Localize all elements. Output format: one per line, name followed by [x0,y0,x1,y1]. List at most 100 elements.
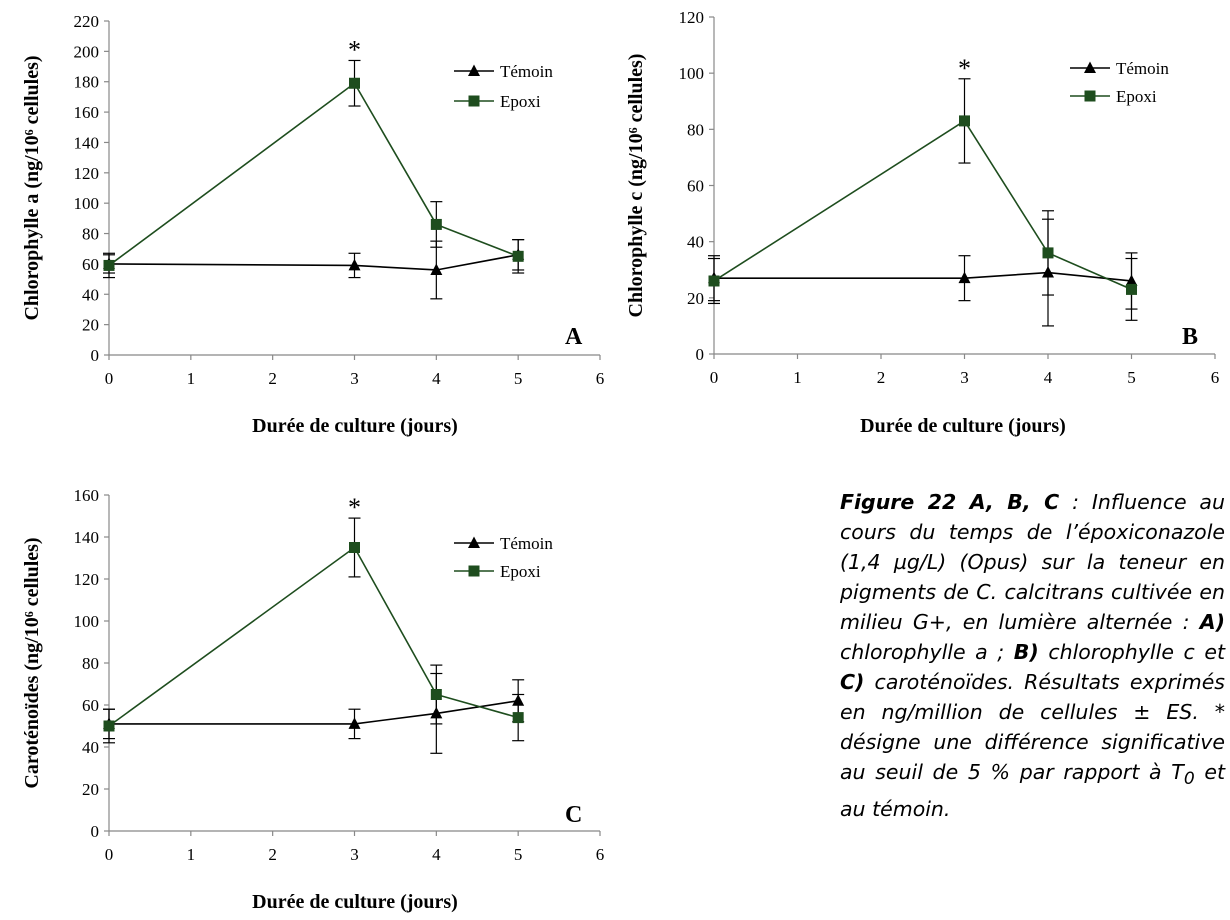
legend-entry: Epoxi [454,562,541,581]
data-point [349,542,360,553]
legend-marker [468,95,480,107]
y-tick-label: 60 [82,255,99,274]
y-tick-label: 180 [74,73,100,92]
data-point [959,115,970,127]
x-tick-label: 6 [1211,368,1220,387]
legend-label: Epoxi [500,562,541,581]
x-tick-label: 4 [432,845,441,864]
caption-label-b: B) [1013,640,1039,664]
legend-label: Témoin [500,534,553,553]
data-point [103,259,115,271]
x-tick-label: 0 [105,369,114,388]
series-temoin [708,218,1138,327]
caption-text-2: chlorophylle a ; [840,640,1014,664]
series-line [109,700,519,725]
y-tick-label: 60 [82,696,99,715]
y-tick-label: 0 [91,822,100,841]
legend-entry: Epoxi [1070,87,1157,106]
series-line [714,271,1132,282]
y-tick-label: 0 [696,345,705,364]
series-epoxi [103,59,525,279]
x-tick-label: 6 [596,845,605,864]
y-tick-label: 120 [679,8,705,27]
caption-lead: Figure 22 A, B, C [840,490,1060,514]
y-tick-label: 100 [679,64,705,83]
x-tick-label: 2 [877,368,886,387]
x-tick-label: 3 [350,845,359,864]
series-line [108,546,519,727]
legend-label: Témoin [1116,59,1169,78]
y-tick-label: 40 [82,738,99,757]
x-axis-title: Durée de culture (jours) [252,415,458,437]
x-tick-label: 2 [268,369,277,388]
x-tick-label: 3 [960,368,969,387]
y-tick-label: 40 [82,285,99,304]
legend-marker [1084,61,1096,73]
x-tick-label: 1 [187,369,196,388]
figure-caption: Figure 22 A, B, C : Influence au cours d… [840,487,1225,824]
data-point [512,250,524,262]
y-tick-label: 40 [687,233,704,252]
x-tick-label: 5 [514,369,523,388]
y-tick-label: 20 [82,316,99,335]
data-point [430,263,443,275]
y-tick-label: 80 [82,225,99,244]
y-tick-label: 100 [74,194,100,213]
caption-label-c: C) [840,670,865,694]
y-tick-label: 20 [687,289,704,308]
legend-entry: Epoxi [454,92,541,111]
x-tick-label: 5 [1127,368,1136,387]
data-point [348,258,361,271]
data-point [958,271,971,284]
caption-text-4: caroténoïdes. Résultats exprimés en ng/m… [840,670,1225,784]
y-axis-title: Caroténoïdes (ng/10⁶ cellules) [21,537,43,788]
data-point [512,712,524,724]
legend-entry: Témoin [454,534,553,553]
series-epoxi [103,517,525,744]
series-temoin [103,239,525,300]
legend-label: Epoxi [1116,87,1157,106]
y-tick-label: 20 [82,780,99,799]
panel-letter: B [1182,324,1198,350]
data-point [349,77,360,89]
x-tick-label: 1 [187,845,196,864]
legend-label: Témoin [500,62,553,81]
x-tick-label: 3 [350,369,359,388]
legend-marker [468,536,480,548]
legend-marker [1084,90,1096,102]
caption-text-1: : Influence au cours du temps de l’époxi… [840,490,1225,634]
caption-text-5: et au témoin. [840,760,1226,822]
y-tick-label: 80 [687,120,704,139]
significance-star: * [958,54,971,83]
significance-star: * [348,35,361,64]
y-tick-label: 0 [91,346,100,365]
x-tick-label: 2 [268,845,277,864]
data-point [430,218,442,230]
series-line [108,254,519,271]
y-axis-title: Chlorophylle c (ng/10⁶ cellules) [625,54,647,318]
series-epoxi [708,78,1138,321]
series-line [108,82,519,267]
x-axis-title: Durée de culture (jours) [860,415,1066,437]
series-line [713,119,1132,291]
y-axis-title: Chlorophylle a (ng/10⁶ cellules) [21,55,43,320]
legend-entry: Témoin [1070,59,1169,78]
chart-panel-a: 0 20 40 60 80 100 120 140 160 180 200 220 0 1 2 3 4 5 6 Chl… [21,12,604,437]
y-tick-label: 100 [74,612,100,631]
y-tick-label: 140 [74,528,100,547]
legend-entry: Témoin [454,62,553,81]
y-tick-label: 160 [74,486,100,505]
data-point [430,689,442,700]
y-tick-label: 120 [74,570,100,589]
x-tick-label: 5 [514,845,523,864]
x-tick-label: 4 [432,369,441,388]
series-temoin [103,672,525,754]
y-tick-label: 60 [687,177,704,196]
y-tick-label: 80 [82,654,99,673]
y-tick-label: 160 [74,103,100,122]
caption-text-3: chlorophylle c et [1038,640,1225,664]
x-tick-label: 4 [1044,368,1053,387]
y-tick-label: 220 [74,12,100,31]
x-tick-label: 0 [105,845,114,864]
